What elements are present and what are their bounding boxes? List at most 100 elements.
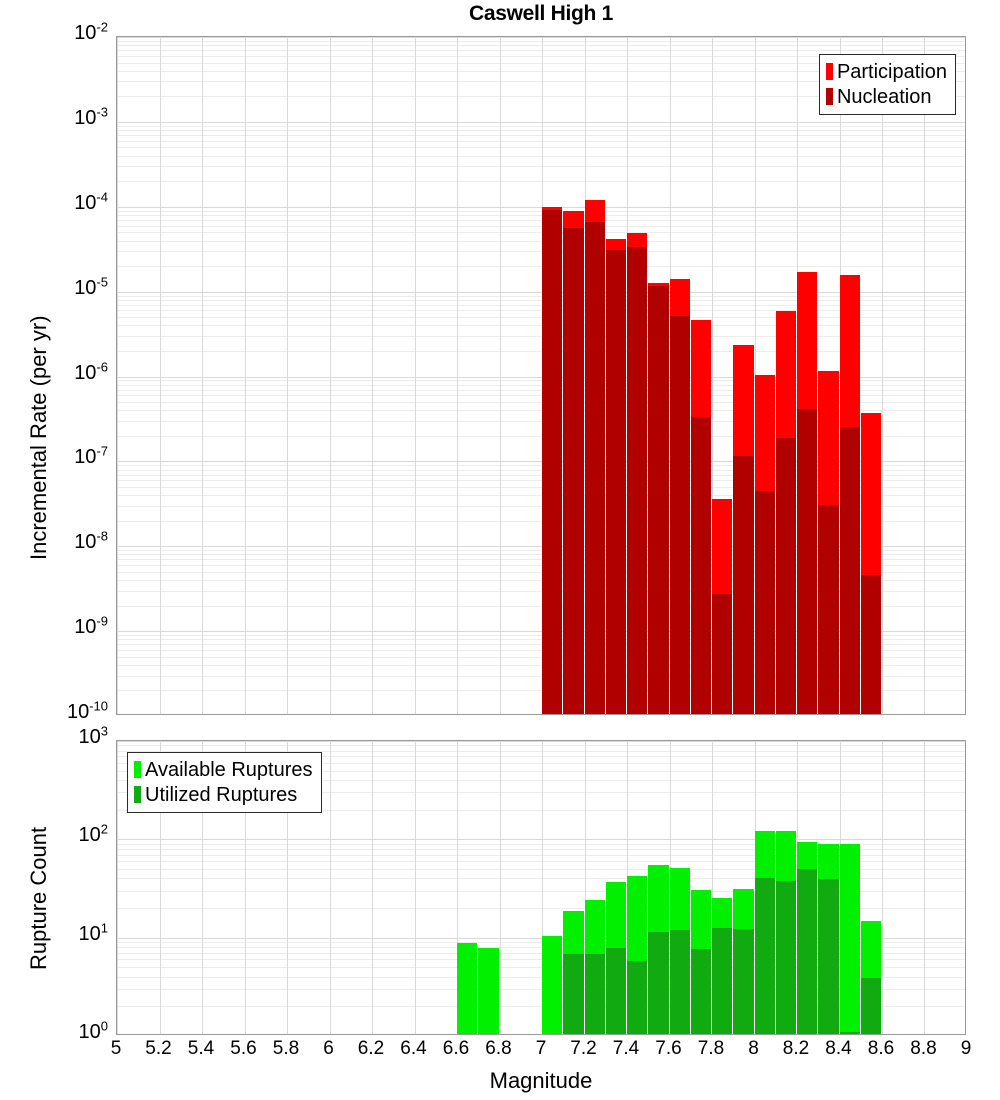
y-tick-mantissa: 10 (74, 22, 97, 44)
x-tick-label: 7 (535, 1038, 547, 1059)
bar-utilized-ruptures (733, 928, 754, 1034)
legend-item-nucleation[interactable]: Nucleation (825, 84, 947, 109)
y-tick-mantissa: 10 (78, 922, 101, 945)
legend-top: Participation Nucleation (818, 54, 956, 115)
bar-series-bottom (117, 741, 965, 1034)
bar-nucleation (669, 315, 690, 714)
y-tick-mantissa: 10 (66, 701, 90, 723)
bar-utilized-ruptures (648, 931, 669, 1034)
legend-bottom: Available Ruptures Utilized Ruptures (127, 752, 322, 813)
x-tick-label: 7.6 (655, 1038, 682, 1059)
bar-utilized-ruptures (712, 927, 733, 1034)
x-tick-label: 5.2 (145, 1038, 172, 1059)
x-tick-label: 5.4 (187, 1038, 215, 1059)
x-tick-label: 9 (960, 1038, 972, 1059)
x-tick-label: 8.6 (867, 1038, 895, 1059)
y-tick-mantissa: 10 (74, 361, 97, 384)
x-tick-label: 7.2 (570, 1038, 597, 1059)
bar-nucleation (648, 286, 669, 714)
x-tick-label: 8.8 (910, 1038, 937, 1059)
y-tick-mantissa: 10 (74, 616, 97, 639)
bar-available-ruptures (478, 947, 499, 1034)
bar-nucleation (627, 246, 648, 714)
y-tick-exponent: -6 (96, 358, 108, 374)
legend-label-participation: Participation (836, 60, 947, 83)
x-tick-label: 8 (748, 1038, 759, 1059)
bar-series-top (117, 37, 965, 714)
y-tick-exponent: -8 (96, 528, 108, 544)
y-tick-exponent: -3 (96, 104, 108, 120)
y-tick-mantissa: 10 (74, 106, 97, 129)
y-tick-exponent: -9 (96, 613, 108, 629)
y-tick-exponent: -4 (96, 189, 108, 205)
bar-utilized-ruptures (839, 1031, 860, 1034)
nucleation-color-swatch (825, 88, 833, 105)
legend-item-participation[interactable]: Participation (825, 59, 947, 84)
bar-utilized-ruptures (690, 949, 711, 1034)
x-tick-label: 5 (110, 1038, 122, 1059)
y-axis-title-bottom: Rupture Count (26, 826, 51, 970)
y-tick-mantissa: 10 (78, 1021, 101, 1043)
bar-utilized-ruptures (754, 877, 775, 1034)
bar-nucleation (563, 228, 584, 714)
y-tick-mantissa: 10 (78, 726, 101, 748)
y-tick-label: 10-9 (0, 613, 108, 639)
y-tick-exponent: 2 (100, 821, 108, 837)
bar-available-ruptures (839, 844, 860, 1034)
x-tick-label: 8.2 (782, 1038, 810, 1059)
x-tick-label: 6 (323, 1038, 334, 1059)
bar-utilized-ruptures (627, 961, 648, 1034)
legend-label-available-ruptures: Available Ruptures (145, 758, 313, 781)
legend-label-utilized-ruptures: Utilized Ruptures (145, 783, 298, 806)
bar-utilized-ruptures (775, 880, 796, 1034)
bar-nucleation (690, 416, 711, 714)
y-tick-exponent: -7 (96, 443, 108, 459)
x-tick-label: 5.8 (272, 1038, 300, 1059)
y-tick-mantissa: 10 (74, 446, 97, 469)
y-tick-exponent: 3 (100, 723, 108, 739)
bar-nucleation (839, 427, 860, 714)
x-tick-label: 6.8 (485, 1038, 512, 1059)
x-tick-label: 7.8 (697, 1038, 725, 1059)
y-tick-exponent: -5 (96, 273, 108, 289)
x-axis-title: Magnitude (489, 1068, 593, 1093)
y-tick-label: 103 (0, 723, 108, 749)
bar-utilized-ruptures (860, 978, 881, 1034)
x-tick-label: 8.4 (825, 1038, 852, 1059)
y-tick-label: 100 (0, 1019, 108, 1044)
page-title: Caswell High 1 (468, 2, 613, 25)
bar-nucleation (860, 575, 881, 714)
bar-nucleation (605, 250, 626, 714)
x-tick-label: 6.4 (400, 1038, 427, 1059)
y-tick-label: 10-6 (0, 358, 108, 385)
y-tick-label: 10-5 (0, 273, 108, 300)
available-ruptures-color-swatch (134, 761, 141, 778)
y-tick-label: 10-10 (0, 698, 108, 724)
bar-available-ruptures (542, 935, 563, 1034)
bar-nucleation (775, 437, 796, 714)
legend-item-available-ruptures[interactable]: Available Ruptures (134, 757, 313, 782)
y-tick-label: 10-4 (0, 189, 108, 215)
bar-nucleation (818, 505, 839, 714)
legend-item-utilized-ruptures[interactable]: Utilized Ruptures (134, 782, 313, 807)
bar-nucleation (733, 455, 754, 714)
y-tick-exponent: 1 (100, 920, 108, 935)
bar-nucleation (584, 221, 605, 714)
y-tick-label: 10-7 (0, 443, 108, 469)
y-tick-label: 102 (0, 821, 108, 847)
bar-utilized-ruptures (797, 868, 818, 1034)
y-tick-label: 10-3 (0, 104, 108, 130)
y-tick-label: 101 (0, 920, 108, 946)
rupture-count-plot: Available Ruptures Utilized Ruptures (116, 740, 966, 1035)
y-tick-exponent: -2 (96, 19, 108, 35)
y-tick-exponent: -10 (89, 698, 108, 714)
x-tick-label: 7.4 (612, 1038, 640, 1059)
bar-utilized-ruptures (563, 954, 584, 1034)
legend-label-nucleation: Nucleation (836, 85, 932, 108)
x-tick-label: 6.2 (357, 1038, 385, 1059)
incremental-rate-plot: Participation Nucleation (116, 36, 966, 715)
bar-available-ruptures (457, 943, 478, 1034)
y-tick-label: 10-8 (0, 528, 108, 554)
x-tick-label: 5.6 (230, 1038, 257, 1059)
bar-nucleation (542, 209, 563, 714)
